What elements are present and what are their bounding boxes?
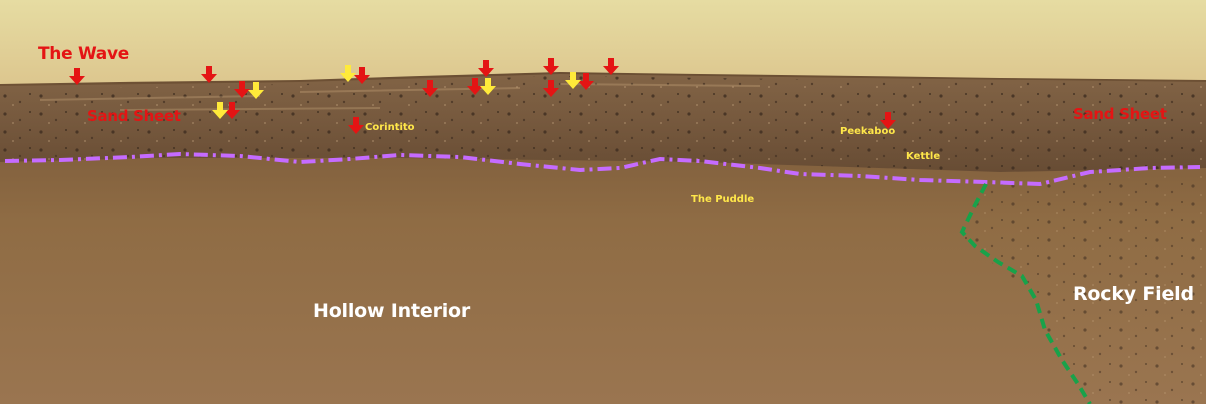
yellow-marker-arrow [340,65,356,82]
label-peekaboo: Peekaboo [840,126,896,137]
label-the-puddle: The Puddle [691,194,755,205]
red-marker-arrow [224,102,240,119]
rocky-field-texture [960,174,1206,404]
red-marker-arrow [201,66,217,83]
green-boundary-line [959,183,1092,404]
label-sand-sheet-right: Sand Sheet [1073,105,1167,123]
label-rocky-field: Rocky Field [1073,283,1194,305]
yellow-markers [212,65,581,119]
red-marker-arrow [422,80,438,97]
horizon-streaks [39,83,761,111]
label-sand-sheet-left: Sand Sheet [87,107,181,125]
far-rock-texture [0,76,1206,172]
red-marker-arrow [543,58,559,75]
red-marker-arrow [348,117,364,134]
purple-boundary-line [4,151,1201,187]
red-marker-arrow [69,68,85,85]
red-marker-arrow [467,78,483,95]
red-marker-arrow [578,73,594,90]
red-marker-arrow [234,81,250,98]
red-marker-arrow [603,58,619,75]
yellow-marker-arrow [565,72,581,89]
red-marker-arrow [354,67,370,84]
red-marker-arrow [880,112,896,129]
red-marker-arrow [543,80,559,97]
label-hollow-interior: Hollow Interior [313,300,471,322]
label-corintito: Corintito [365,122,415,133]
label-kettle: Kettle [906,151,941,162]
yellow-marker-arrow [248,82,264,99]
yellow-marker-arrow [212,102,228,119]
yellow-marker-arrow [480,78,496,95]
label-the-wave: The Wave [38,44,129,64]
red-marker-arrow [478,60,494,77]
red-markers [69,58,896,134]
